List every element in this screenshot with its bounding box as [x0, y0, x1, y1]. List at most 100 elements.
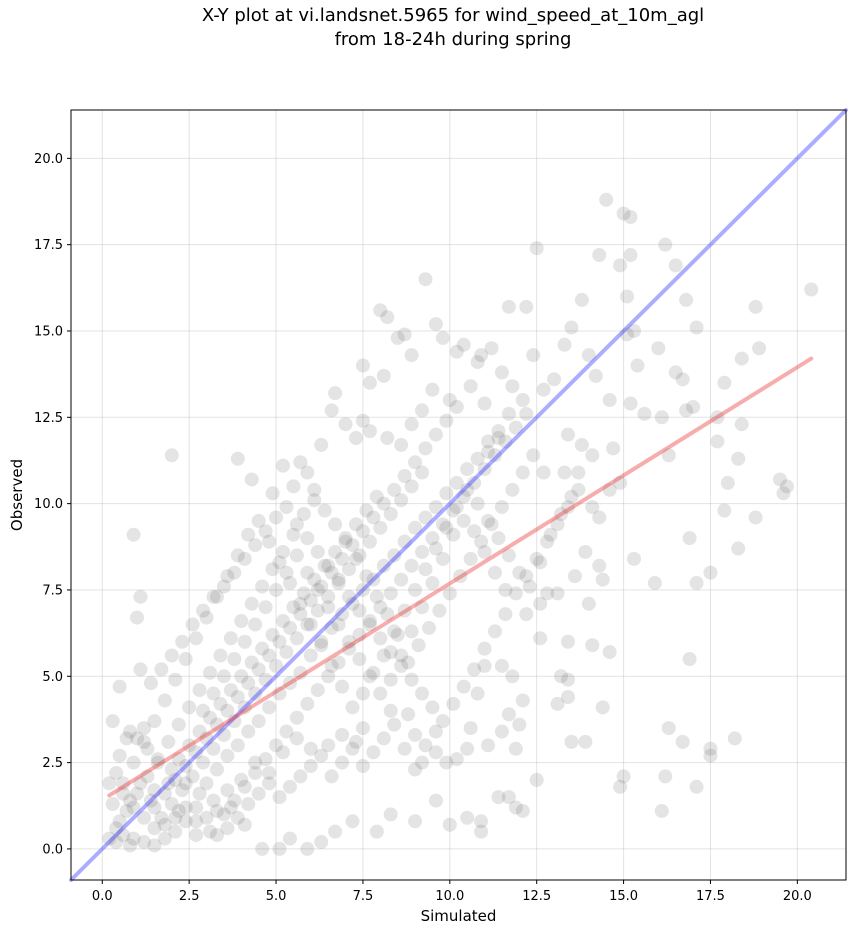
data-point	[686, 399, 701, 414]
data-point	[324, 769, 339, 784]
data-point	[557, 465, 572, 480]
data-point	[303, 741, 318, 756]
data-point	[272, 790, 287, 805]
data-point	[348, 431, 363, 446]
data-point	[310, 603, 325, 618]
data-point	[428, 745, 443, 760]
data-point	[554, 506, 569, 521]
data-point	[369, 489, 384, 504]
data-point	[140, 769, 155, 784]
data-point	[526, 448, 541, 463]
data-point	[623, 210, 638, 225]
data-point	[415, 686, 430, 701]
data-point	[272, 555, 287, 570]
x-tick-label: 20.0	[783, 889, 812, 904]
data-point	[258, 600, 273, 615]
data-point	[178, 814, 193, 829]
data-point	[237, 779, 252, 794]
data-point	[203, 665, 218, 680]
data-point	[223, 683, 238, 698]
data-point	[203, 710, 218, 725]
grid	[71, 110, 846, 880]
data-point	[515, 803, 530, 818]
data-point	[282, 620, 297, 635]
data-point	[627, 551, 642, 566]
data-point	[272, 841, 287, 856]
data-point	[460, 482, 475, 497]
data-point	[196, 755, 211, 770]
data-point	[161, 734, 176, 749]
data-point	[109, 821, 124, 836]
data-point	[574, 437, 589, 452]
data-point	[105, 797, 120, 812]
data-point	[133, 776, 148, 791]
ticks: 0.0 2.5 5.0 7.5 10.0 12.5 15.0 17.5 20.0 0.0 2.5 5.…	[34, 152, 812, 904]
data-point	[602, 482, 617, 497]
data-point	[199, 610, 214, 625]
data-point	[362, 375, 377, 390]
data-point	[515, 693, 530, 708]
data-point	[446, 527, 461, 542]
data-point	[123, 793, 138, 808]
data-point	[404, 672, 419, 687]
data-point	[390, 627, 405, 642]
data-point	[279, 565, 294, 580]
data-point	[314, 579, 329, 594]
data-point	[404, 624, 419, 639]
data-point	[460, 741, 475, 756]
y-tick-label: 15.0	[34, 324, 63, 339]
data-point	[359, 569, 374, 584]
data-point	[592, 248, 607, 263]
data-point	[348, 734, 363, 749]
data-point	[456, 489, 471, 504]
data-point	[720, 475, 735, 490]
data-point	[616, 206, 631, 221]
data-point	[196, 603, 211, 618]
data-point	[689, 576, 704, 591]
data-point	[133, 589, 148, 604]
data-point	[408, 455, 423, 470]
data-point	[352, 627, 367, 642]
data-point	[376, 731, 391, 746]
data-point	[613, 258, 628, 273]
data-point	[494, 658, 509, 673]
data-point	[171, 803, 186, 818]
data-point	[373, 303, 388, 318]
data-point	[390, 330, 405, 345]
data-point	[467, 475, 482, 490]
data-point	[560, 427, 575, 442]
data-point	[220, 703, 235, 718]
data-point	[352, 548, 367, 563]
data-point	[262, 648, 277, 663]
data-point	[550, 586, 565, 601]
data-point	[171, 752, 186, 767]
data-point	[435, 551, 450, 566]
data-point	[130, 731, 145, 746]
data-point	[366, 510, 381, 525]
data-point	[175, 783, 190, 798]
data-point	[592, 558, 607, 573]
data-point	[560, 689, 575, 704]
data-points	[102, 192, 819, 856]
data-point	[331, 617, 346, 632]
data-point	[679, 292, 694, 307]
data-point	[237, 700, 252, 715]
data-point	[213, 648, 228, 663]
data-point	[703, 565, 718, 580]
data-point	[668, 365, 683, 380]
data-point	[501, 707, 516, 722]
data-point	[627, 323, 642, 338]
data-point	[658, 237, 673, 252]
data-point	[463, 379, 478, 394]
data-point	[362, 424, 377, 439]
data-point	[435, 517, 450, 532]
data-point	[453, 569, 468, 584]
data-point	[282, 831, 297, 846]
data-point	[658, 769, 673, 784]
data-point	[564, 320, 579, 335]
data-point	[491, 431, 506, 446]
data-point	[178, 776, 193, 791]
data-point	[154, 810, 169, 825]
data-point	[387, 624, 402, 639]
data-point	[623, 396, 638, 411]
